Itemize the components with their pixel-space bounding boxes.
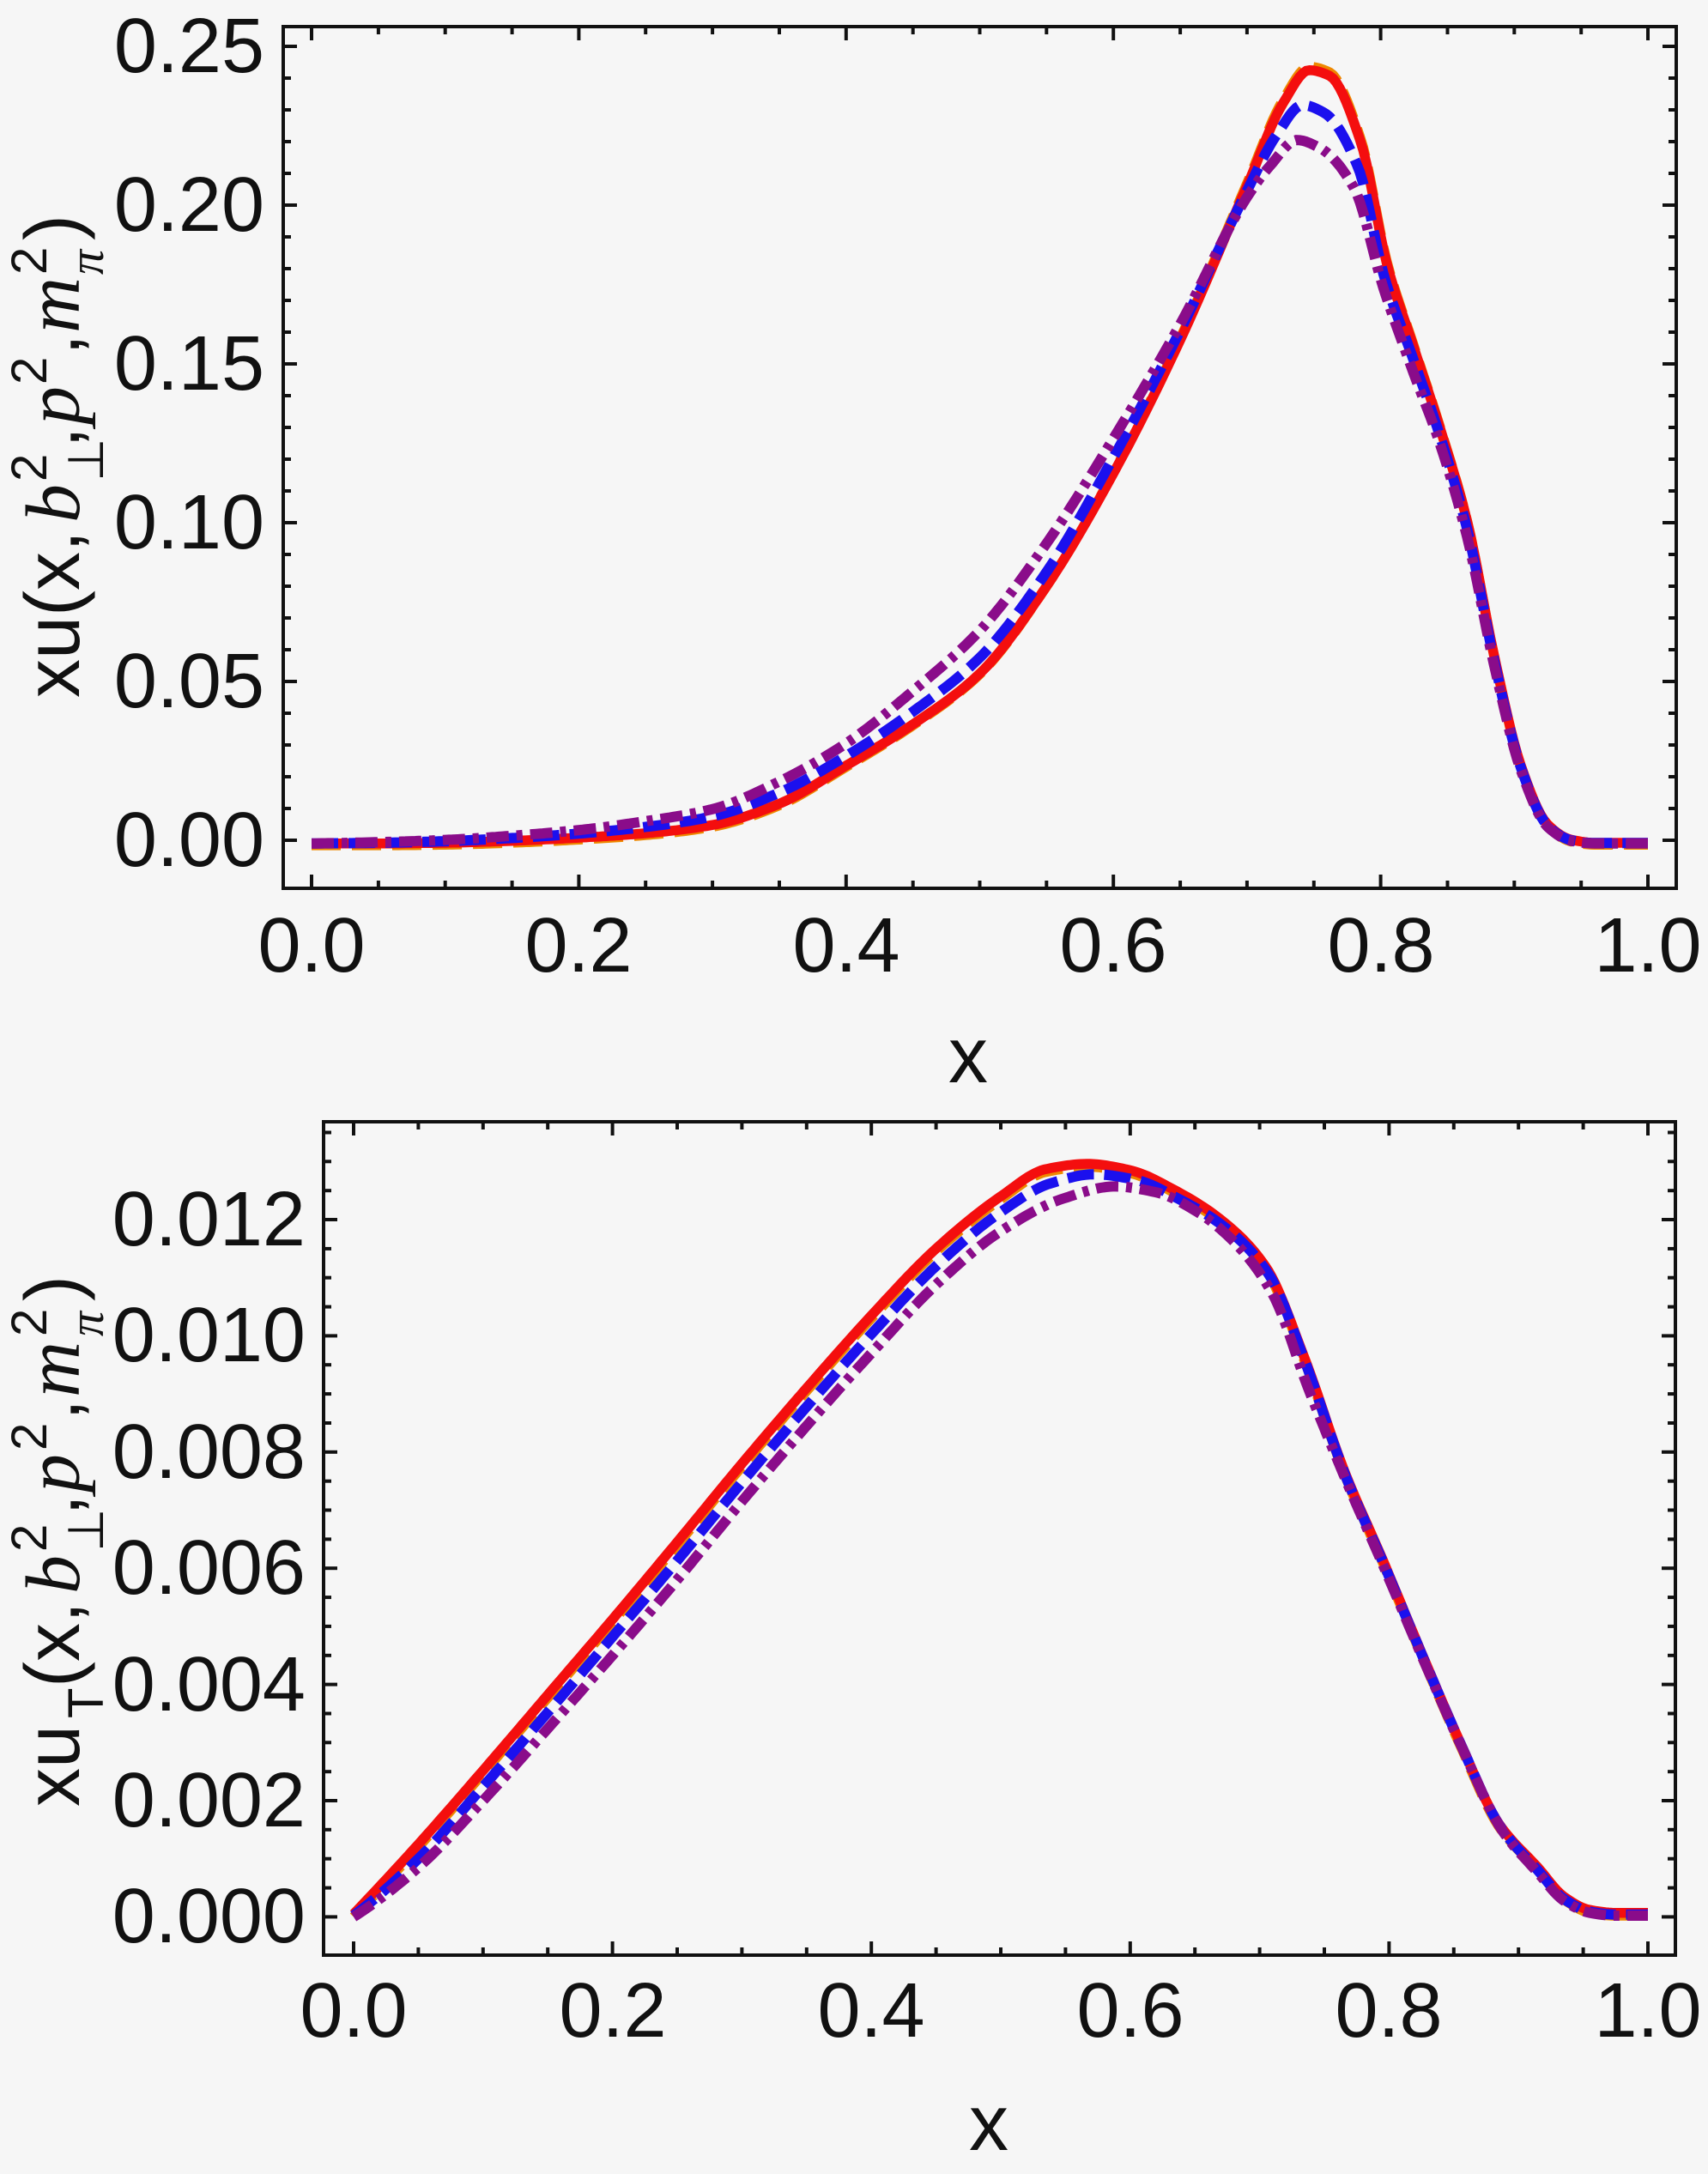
svg-text:p: p xyxy=(11,1454,96,1498)
svg-text:T: T xyxy=(58,1688,114,1718)
svg-text:): ) xyxy=(10,215,96,240)
svg-text:2: 2 xyxy=(2,1524,58,1552)
svg-text:,: , xyxy=(10,427,96,448)
svg-text:m: m xyxy=(11,1341,96,1397)
svg-text:xu(x,: xu(x, xyxy=(10,530,96,698)
svg-text:,: , xyxy=(10,1494,96,1516)
svg-text:xu: xu xyxy=(10,1725,96,1807)
svg-text:b: b xyxy=(11,484,96,523)
svg-text:⊥: ⊥ xyxy=(58,438,114,481)
svg-text:2: 2 xyxy=(2,454,58,481)
svg-text:,: , xyxy=(10,1399,96,1420)
svg-text:2: 2 xyxy=(2,1423,58,1450)
svg-text:(x,: (x, xyxy=(10,1602,96,1687)
svg-text:π: π xyxy=(58,248,114,275)
svg-text:p: p xyxy=(11,386,96,430)
svg-text:π: π xyxy=(58,1310,114,1336)
svg-text:b: b xyxy=(11,1555,96,1594)
svg-text:,: , xyxy=(10,334,96,355)
svg-text:2: 2 xyxy=(2,1309,58,1336)
svg-text:2: 2 xyxy=(2,357,58,385)
svg-text:): ) xyxy=(10,1275,96,1301)
svg-text:2: 2 xyxy=(2,247,58,275)
svg-text:⊥: ⊥ xyxy=(58,1508,114,1552)
svg-text:m: m xyxy=(11,277,96,333)
